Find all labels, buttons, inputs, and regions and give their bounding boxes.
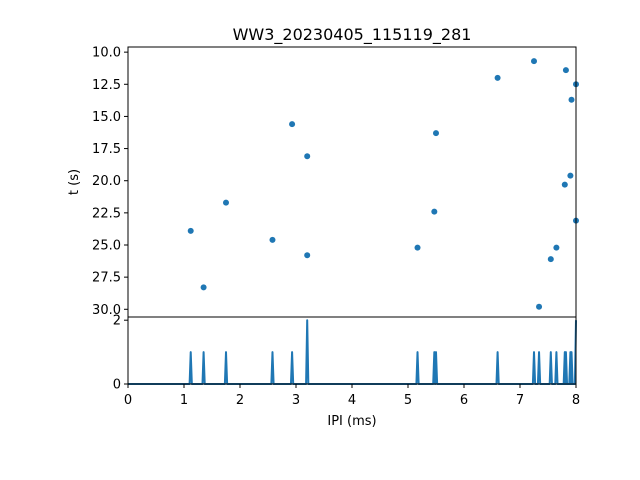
chart-title: WW3_20230405_115119_281 (233, 25, 472, 45)
scatter-y-tick-label: 12.5 (92, 78, 121, 93)
scatter-y-tick-label: 25.0 (92, 239, 121, 254)
scatter-point (494, 74, 501, 81)
histogram-x-tick-label: 0 (124, 393, 132, 408)
scatter-panel: 10.0 12.5 15.0 17.5 20.0 22.5 25.0 27.5 30.0 WW3… (67, 25, 579, 318)
scatter-y-tick-label: 20.0 (92, 174, 121, 189)
scatter-y-tick-label: 17.5 (92, 142, 121, 157)
scatter-point (562, 67, 569, 74)
scatter-y-tick-label: 15.0 (92, 110, 121, 125)
scatter-y-tick-label: 10.0 (92, 46, 121, 61)
histogram-x-ticks: 0 1 2 3 4 5 6 7 8 (124, 384, 580, 408)
scatter-point (431, 208, 438, 215)
histogram-x-tick-label: 8 (572, 393, 580, 408)
scatter-y-tick-label: 22.5 (92, 206, 121, 221)
histogram-x-tick-label: 6 (460, 393, 468, 408)
scatter-points (187, 58, 579, 310)
scatter-point (200, 284, 207, 291)
histogram-x-tick-label: 4 (348, 393, 356, 408)
histogram-y-ticks: 02 (113, 314, 128, 393)
histogram-x-tick-label: 5 (404, 393, 412, 408)
scatter-point (547, 256, 554, 263)
scatter-point (568, 96, 575, 103)
scatter-point (187, 227, 194, 234)
scatter-point (536, 303, 543, 310)
scatter-point (304, 153, 311, 160)
histogram-x-tick-label: 2 (236, 393, 244, 408)
scatter-y-tick-label: 30.0 (92, 303, 121, 318)
scatter-point (289, 121, 296, 128)
histogram-y-tick-label: 2 (113, 314, 121, 329)
histogram-x-tick-label: 1 (180, 393, 188, 408)
scatter-y-axis-label: t (s) (67, 169, 82, 195)
histogram-frame (127, 316, 577, 385)
histogram-y-tick-label: 0 (113, 378, 121, 393)
histogram-x-axis-label: IPI (ms) (327, 414, 376, 429)
scatter-point (269, 236, 276, 243)
scatter-y-tick-label: 27.5 (92, 271, 121, 286)
scatter-point (553, 244, 560, 251)
scatter-y-ticks: 10.0 12.5 15.0 17.5 20.0 22.5 25.0 27.5 30.0 (92, 46, 128, 318)
scatter-plot-area (128, 47, 576, 317)
scatter-point (223, 199, 229, 206)
scatter-point (433, 130, 439, 137)
scatter-point (567, 172, 574, 179)
histogram-x-tick-label: 3 (292, 393, 300, 408)
scatter-point (531, 58, 537, 65)
histogram-plot-area (128, 317, 576, 384)
scatter-point (304, 252, 311, 259)
scatter-point (414, 244, 421, 251)
histogram-x-tick-label: 7 (516, 393, 524, 408)
scatter-point (561, 181, 568, 188)
